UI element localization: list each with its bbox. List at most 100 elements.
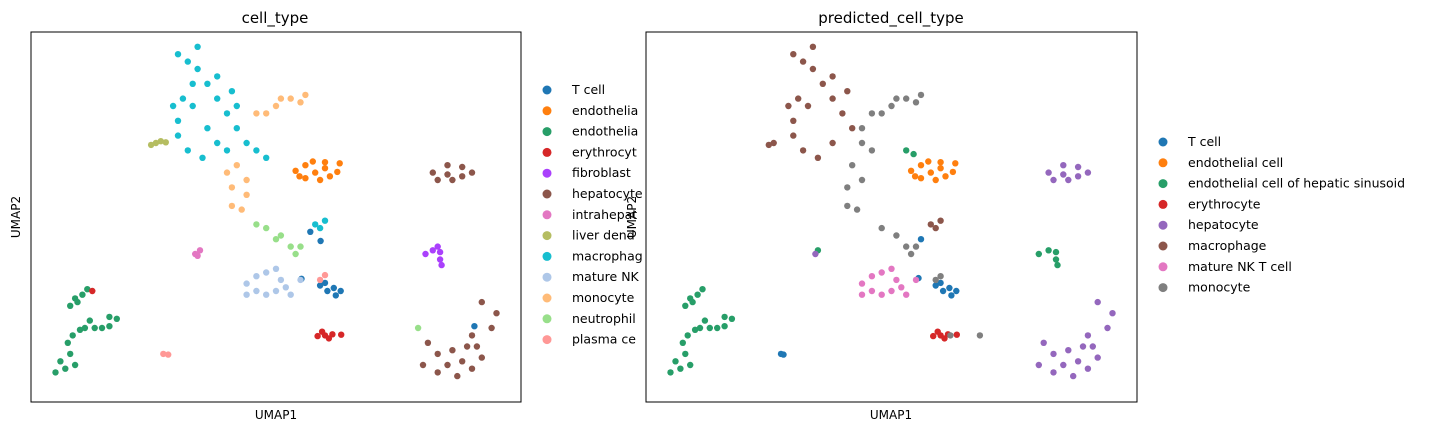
legend-label-4: hepatocyte: [1188, 217, 1259, 232]
point-hepatocyte-14: [1065, 347, 1072, 354]
point-macrophage-6: [804, 102, 812, 110]
point-monocyte-16: [893, 232, 900, 239]
legend-label-7: monocyte: [1188, 280, 1251, 295]
point-endothelial-cell-6: [316, 176, 324, 184]
legend-label-9: mature NK: [572, 269, 640, 284]
point-macrophage-7: [790, 117, 797, 125]
point-t-cell-3: [332, 292, 339, 299]
point-endothelial-cell-of-hepatic-sinusoid-4: [682, 350, 689, 358]
point-monocyte-6: [878, 110, 885, 117]
point-t-cell-1: [330, 284, 337, 292]
point-t-cell-2: [939, 287, 947, 295]
point-monocyte-10: [849, 162, 856, 169]
point-t-cell-0: [932, 282, 939, 289]
point-fibroblast-3: [436, 256, 444, 263]
point-mature-nk-t-cell-3: [888, 287, 895, 295]
point-plasma-cell-0: [160, 350, 167, 358]
panel-cell-type: cell_type UMAP1 UMAP2 T cell endothelia en…: [9, 9, 643, 422]
point-macrophage-20: [927, 221, 934, 228]
point-macrophage-5: [839, 110, 846, 117]
point-endothelial-cell-of-hepatic-sinusoid-6: [684, 332, 691, 339]
point-erythrocyte-4: [941, 335, 948, 342]
legend-marker-4: [1158, 220, 1168, 230]
point-monocyte-20: [937, 273, 944, 280]
point-endothelial-cell-of-hepatic-sinusoid-7: [691, 326, 699, 333]
point-endothelial-cell-of-hepatic-sinusoid-17: [74, 298, 81, 306]
point-endothelial-cell-0: [292, 167, 299, 174]
point-endothelial-cell-of-hepatic-sinusoid-10: [106, 323, 113, 330]
point-hepatocyte-17: [459, 358, 466, 365]
point-endothelial-cell-of-hepatic-sinusoid-6: [69, 332, 76, 339]
point-endothelial-cell-10: [296, 173, 303, 180]
legend-label-1: endothelia: [572, 103, 638, 118]
point-hepatocyte-14: [449, 347, 456, 354]
point-macrophage-10: [199, 154, 206, 161]
point-endothelial-cell-of-hepatic-sinusoid-9: [91, 324, 98, 332]
point-erythrocyte-5: [953, 331, 960, 338]
point-hepatocyte-23: [1040, 339, 1047, 346]
point-macrophage-22: [932, 224, 939, 232]
point-endothelial-cell-of-hepatic-sinusoid-15: [694, 291, 701, 298]
point-hepatocyte-22: [468, 332, 476, 339]
point-t-cell-9: [780, 351, 787, 358]
point-mature-nk-t-cell-6: [868, 273, 876, 280]
point-hepatocyte-15: [1050, 350, 1057, 358]
point-monocyte-19: [907, 250, 915, 258]
point-endothelial-cell-11: [937, 159, 944, 166]
point-hepatocyte-2: [459, 163, 466, 171]
point-monocyte-23: [976, 332, 984, 339]
point-fibroblast-1: [429, 247, 436, 254]
point-endothelial-cell-5: [917, 175, 925, 182]
point-liver-dendritic-cell-3: [162, 139, 169, 146]
point-macrophage-20: [228, 88, 236, 95]
point-hepatocyte-1: [1060, 162, 1067, 169]
point-macrophage-11: [214, 139, 221, 147]
point-monocyte-13: [844, 202, 851, 210]
point-t-cell-1: [946, 284, 953, 292]
point-macrophage-24: [194, 43, 201, 50]
point-erythrocyte-4: [325, 335, 333, 342]
point-hepatocyte-17: [1074, 358, 1082, 365]
point-t-cell-8: [307, 228, 314, 235]
point-mature-nk-t-cell-9: [858, 291, 866, 298]
point-macrophage-25: [312, 221, 319, 228]
y-axis-label: UMAP2: [9, 196, 23, 238]
point-mature-nk-t-cell-8: [272, 265, 280, 272]
point-hepatocyte-9: [1050, 369, 1057, 376]
point-hepatocyte-20: [1109, 310, 1116, 317]
point-macrophage-5: [223, 110, 231, 117]
legend-marker-12: [542, 335, 552, 345]
point-monocyte-2: [903, 95, 910, 102]
point-macrophage-27: [316, 224, 324, 232]
point-endothelial-cell-9: [952, 160, 959, 167]
x-axis-label: UMAP1: [255, 408, 297, 422]
x-axis-label: UMAP1: [870, 408, 912, 422]
point-macrophage-6: [189, 102, 196, 110]
point-monocyte-9: [223, 169, 231, 176]
legend-label-1: endothelial cell: [1188, 155, 1283, 170]
point-erythrocyte-3: [934, 328, 941, 335]
point-mature-nk-t-cell-4: [282, 284, 289, 291]
point-monocyte-8: [858, 139, 866, 147]
legend-marker-3: [542, 147, 552, 157]
point-macrophage-14: [253, 147, 260, 154]
legend-marker-5: [1158, 241, 1168, 251]
point-endothelial-cell-4: [334, 168, 341, 176]
point-endothelial-cell-of-hepatic-sinusoid-24: [1054, 261, 1061, 269]
point-t-cell-5: [953, 287, 960, 295]
point-macrophage-4: [214, 95, 221, 102]
point-endothelial-cell-7: [326, 173, 334, 180]
legend-label-5: macrophage: [1188, 238, 1267, 253]
point-hepatocyte-22: [1084, 332, 1092, 339]
legend-label-0: T cell: [571, 82, 605, 97]
point-mature-nk-t-cell-2: [263, 291, 270, 298]
point-macrophage-4: [829, 95, 836, 102]
point-monocyte-21: [932, 276, 939, 284]
point-macrophage-1: [799, 58, 807, 65]
point-endothelial-cell-of-hepatic-sinusoid-15: [79, 291, 86, 298]
point-macrophage-15: [809, 43, 817, 50]
point-monocyte-7: [858, 125, 866, 132]
legend-marker-2: [542, 127, 552, 137]
point-hepatocyte-12: [1094, 354, 1101, 361]
point-intrahepatic-cholangiocyte-2: [194, 252, 201, 259]
